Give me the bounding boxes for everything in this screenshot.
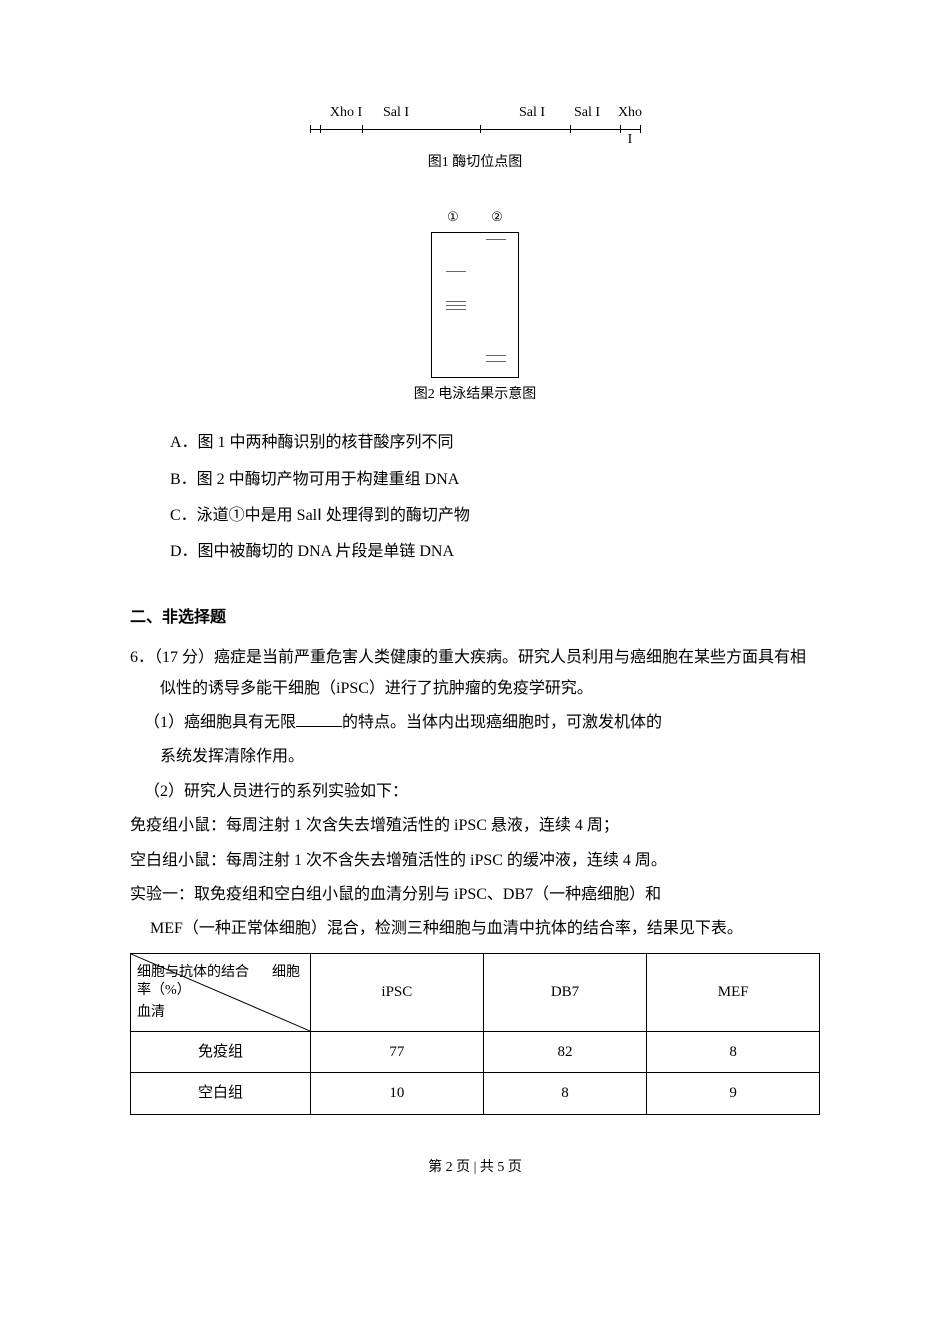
q6-1-pre: （1）癌细胞具有无限 [144,714,296,731]
gel-band [446,305,466,306]
cell-blank-db7: 8 [483,1073,647,1115]
col-mef: MEF [647,953,820,1031]
gel-diagram: ① ② [431,205,519,378]
figure-1-container: Xho I Sal I Sal I Sal I Xho I 图1 酶切位点图 ① ② 图… [130,100,820,408]
gel-band [446,309,466,310]
table-row: 免疫组 77 82 8 [131,1031,820,1073]
gel-band [446,271,466,272]
gel-lane-labels: ① ② [431,205,519,230]
enzyme-label-xho_right: Xho I [618,100,642,153]
gel-band [486,361,506,362]
option-a: A．图 1 中两种酶识别的核苷酸序列不同 [170,428,820,458]
blank-1 [296,711,342,727]
enzyme-label-xho_left: Xho I [330,100,362,127]
col-db7: DB7 [483,953,647,1031]
diag-left-label: 细胞与抗体的结合率（%） [137,964,249,1000]
option-c: C．泳道①中是用 SalⅠ 处理得到的酶切产物 [170,501,820,531]
cell-blank-mef: 9 [647,1073,820,1115]
cell-immune-db7: 82 [483,1031,647,1073]
enzyme-label-sal_mid: Sal I [519,100,545,127]
option-d: D．图中被酶切的 DNA 片段是单链 DNA [170,537,820,567]
option-b: B．图 2 中酶切产物可用于构建重组 DNA [170,465,820,495]
q6-header: 6．（17 分）癌症是当前严重危害人类健康的重大疾病。研究人员利用与癌细胞在某些… [130,643,820,704]
enzyme-site-diagram: Xho ISal ISal ISal IXho I [310,100,640,130]
gel-band [486,355,506,356]
table-row: 空白组 10 8 9 [131,1073,820,1115]
section-2-title: 二、非选择题 [130,603,820,633]
row-immune-label: 免疫组 [131,1031,311,1073]
figure-2-caption: 图2 电泳结果示意图 [130,382,820,409]
enzyme-tick [362,125,363,133]
cell-blank-ipsc: 10 [311,1073,484,1115]
immune-group-line: 免疫组小鼠：每周注射 1 次含失去增殖活性的 iPSC 悬液，连续 4 周； [130,811,820,841]
cell-immune-mef: 8 [647,1031,820,1073]
diag-header-cell: 细胞 细胞与抗体的结合率（%） 血清 [131,953,311,1031]
enzyme-label-sal_left: Sal I [383,100,409,127]
enzyme-label-sal_right: Sal I [574,100,600,127]
diag-bottom-label: 血清 [137,1000,165,1027]
q6-1-line2: 系统发挥清除作用。 [130,742,820,772]
lane-label-1: ① [447,205,459,230]
lane-label-2: ② [491,205,503,230]
enzyme-tick [570,125,571,133]
data-table: 细胞 细胞与抗体的结合率（%） 血清 iPSC DB7 MEF 免疫组 77 8… [130,953,820,1115]
exp1-line1: 实验一：取免疫组和空白组小鼠的血清分别与 iPSC、DB7（一种癌细胞）和 [130,880,820,910]
gel-band [486,239,506,240]
q6-1: （1）癌细胞具有无限 的特点。当体内出现癌细胞时，可激发机体的 [130,708,820,738]
q6-2: （2）研究人员进行的系列实验如下： [130,777,820,807]
enzyme-tick [480,125,481,133]
row-blank-label: 空白组 [131,1073,311,1115]
col-ipsc: iPSC [311,953,484,1031]
section-2: 二、非选择题 6．（17 分）癌症是当前严重危害人类健康的重大疾病。研究人员利用… [130,603,820,1115]
enzyme-tick [320,125,321,133]
gel-box [431,232,519,378]
diag-top-label: 细胞 [272,960,300,987]
figure-1-caption: 图1 酶切位点图 [130,150,820,177]
option-list: A．图 1 中两种酶识别的核苷酸序列不同 B．图 2 中酶切产物可用于构建重组 … [170,428,820,568]
blank-group-line: 空白组小鼠：每周注射 1 次不含失去增殖活性的 iPSC 的缓冲液，连续 4 周… [130,846,820,876]
gel-band [446,301,466,302]
q6-1-post: 的特点。当体内出现癌细胞时，可激发机体的 [342,714,662,731]
enzyme-tick [310,125,311,133]
enzyme-line: Xho ISal ISal ISal IXho I [310,100,640,130]
exp1-line2: MEF（一种正常体细胞）混合，检测三种细胞与血清中抗体的结合率，结果见下表。 [130,914,820,944]
table-header-row: 细胞 细胞与抗体的结合率（%） 血清 iPSC DB7 MEF [131,953,820,1031]
page-footer: 第 2 页 | 共 5 页 [130,1155,820,1182]
cell-immune-ipsc: 77 [311,1031,484,1073]
